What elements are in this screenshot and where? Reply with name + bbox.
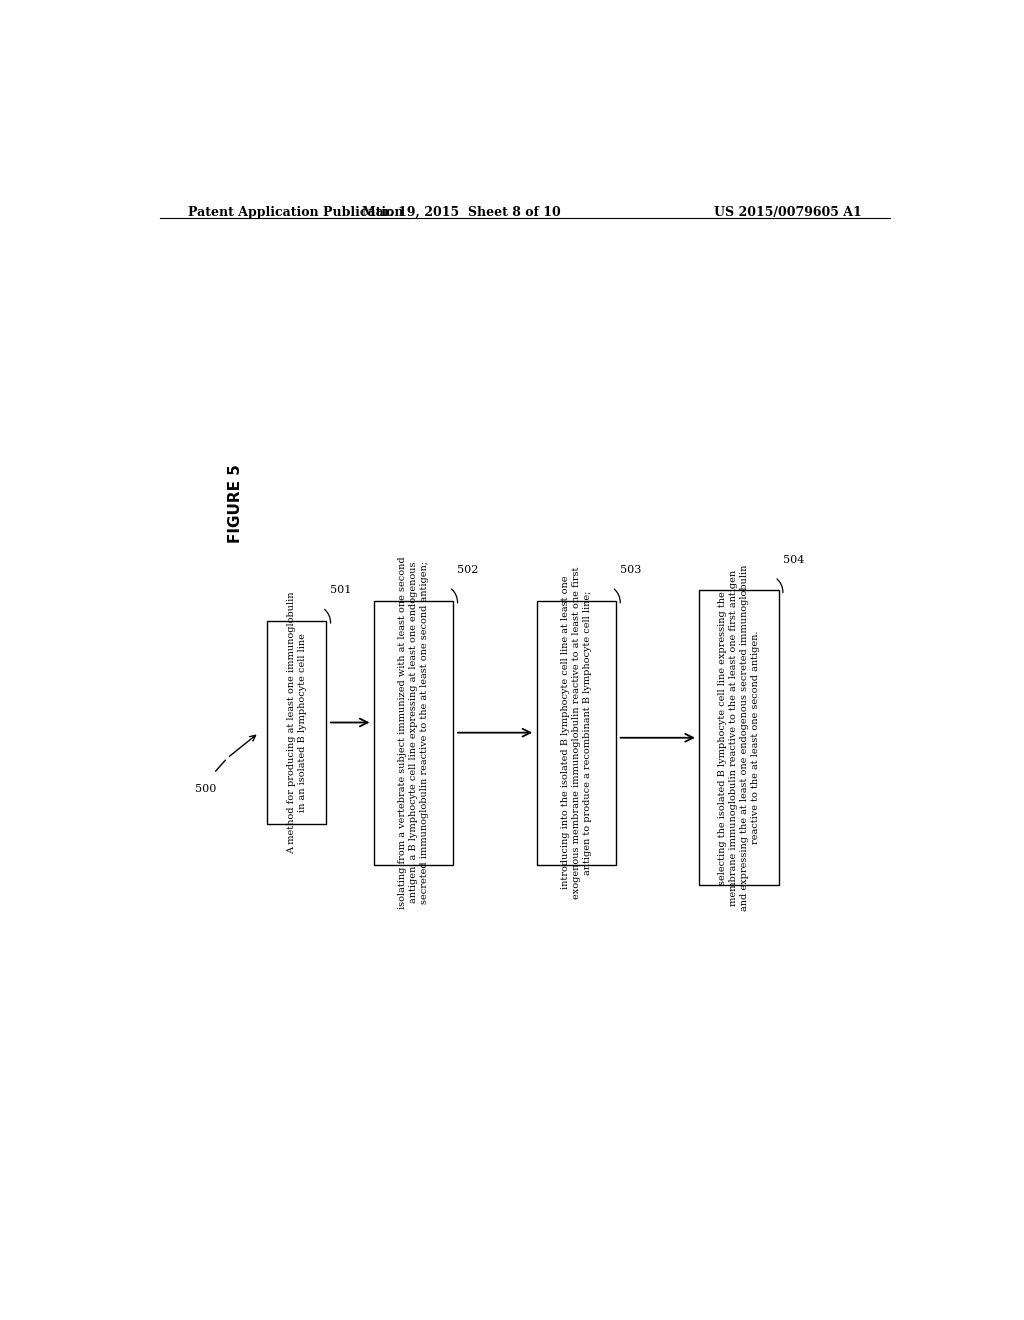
Text: 503: 503	[620, 565, 641, 576]
Text: 500: 500	[196, 784, 216, 793]
Text: US 2015/0079605 A1: US 2015/0079605 A1	[715, 206, 862, 219]
FancyBboxPatch shape	[699, 590, 778, 886]
FancyBboxPatch shape	[267, 620, 327, 824]
Text: Mar. 19, 2015  Sheet 8 of 10: Mar. 19, 2015 Sheet 8 of 10	[361, 206, 561, 219]
Text: 504: 504	[782, 554, 804, 565]
Text: Patent Application Publication: Patent Application Publication	[187, 206, 403, 219]
Text: A method for producing at least one immunoglobulin
in an isolated B lymphocyte c: A method for producing at least one immu…	[287, 591, 307, 854]
FancyBboxPatch shape	[374, 601, 454, 865]
Text: 501: 501	[331, 586, 351, 595]
FancyBboxPatch shape	[537, 601, 616, 865]
Text: FIGURE 5: FIGURE 5	[227, 465, 243, 544]
Text: 502: 502	[458, 565, 478, 576]
Text: introducing into the isolated B lymphocyte cell line at least one
exogenous memb: introducing into the isolated B lymphocy…	[561, 566, 592, 899]
Text: selecting the isolated B lymphocyte cell line expressing the
membrane immunoglob: selecting the isolated B lymphocyte cell…	[718, 565, 760, 911]
Text: isolating from a vertebrate subject immunized with at least one second
antigen, : isolating from a vertebrate subject immu…	[398, 556, 429, 909]
